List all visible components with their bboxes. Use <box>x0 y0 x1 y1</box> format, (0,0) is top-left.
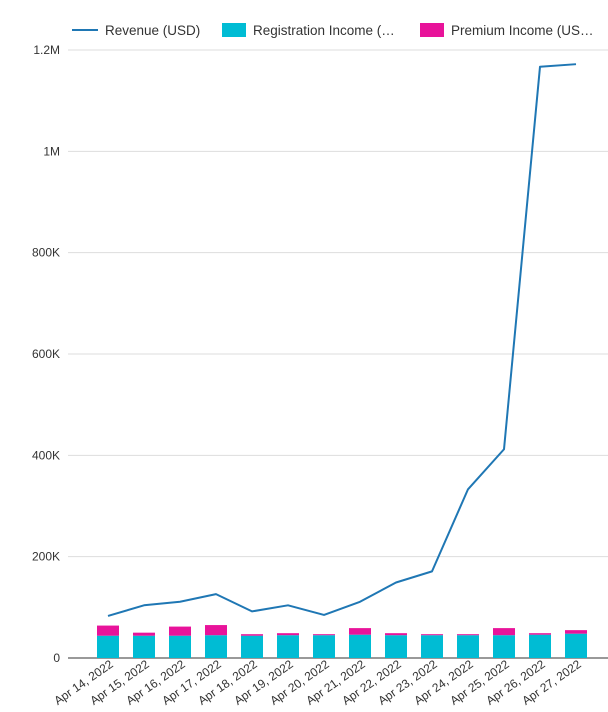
y-tick-label: 600K <box>32 347 60 361</box>
premium-income-bar <box>565 630 587 634</box>
premium-income-bar <box>529 633 551 635</box>
y-tick-label: 0 <box>53 651 60 665</box>
registration-income-bar <box>97 635 119 658</box>
legend-label: Registration Income (… <box>253 23 395 38</box>
premium-income-bar <box>349 628 371 635</box>
registration-income-bar <box>277 635 299 658</box>
y-tick-label: 400K <box>32 448 60 462</box>
registration-income-bar <box>565 633 587 658</box>
revenue-line <box>107 63 577 617</box>
legend-box-swatch <box>420 23 444 37</box>
registration-income-bar <box>169 635 191 658</box>
registration-income-bar <box>313 635 335 658</box>
legend-box-swatch <box>222 23 246 37</box>
registration-income-bar <box>349 634 371 658</box>
registration-income-bar <box>241 635 263 658</box>
y-tick-label: 1M <box>43 144 60 158</box>
y-axis-ticks: 0 200K 400K 600K 800K 1M 1.2M <box>32 43 60 665</box>
legend-item: Revenue (USD) <box>72 23 200 38</box>
premium-income-bar <box>385 633 407 636</box>
legend: Revenue (USD) Registration Income (… Premi… <box>72 23 594 38</box>
y-tick-label: 800K <box>32 246 60 260</box>
registration-income-bar <box>493 635 515 658</box>
legend-label: Revenue (USD) <box>105 23 200 38</box>
legend-label: Premium Income (US… <box>451 23 594 38</box>
premium-income-bar <box>421 634 443 636</box>
bar-group <box>97 625 587 658</box>
y-tick-label: 200K <box>32 550 60 564</box>
registration-income-bar <box>421 635 443 658</box>
gridlines <box>68 49 608 659</box>
premium-income-bar <box>277 633 299 636</box>
legend-item: Registration Income (… <box>222 23 395 38</box>
revenue-line-group <box>107 63 577 617</box>
registration-income-bar <box>385 635 407 658</box>
registration-income-bar <box>529 634 551 658</box>
premium-income-bar <box>313 634 335 636</box>
legend-item: Premium Income (US… <box>420 23 594 38</box>
registration-income-bar <box>133 635 155 658</box>
y-tick-label: 1.2M <box>33 43 60 57</box>
registration-income-bar <box>457 635 479 658</box>
premium-income-bar <box>133 632 155 636</box>
registration-income-bar <box>205 635 227 658</box>
premium-income-bar <box>457 634 479 636</box>
premium-income-bar <box>169 626 191 636</box>
premium-income-bar <box>97 625 119 636</box>
premium-income-bar <box>493 628 515 636</box>
premium-income-bar <box>205 625 227 636</box>
premium-income-bar <box>241 634 263 636</box>
